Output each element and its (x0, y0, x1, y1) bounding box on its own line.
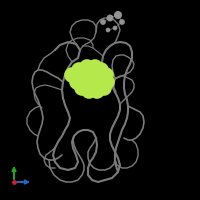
Point (101, 80, 105, 84)
Point (85, 65, 89, 69)
Point (99, 68, 103, 72)
Point (78, 76, 82, 80)
Point (108, 16, 112, 20)
Point (12, 180, 16, 184)
Point (93, 65, 97, 69)
Point (105, 80, 109, 84)
Point (77, 68, 81, 72)
Point (97, 74, 101, 78)
Point (91, 72, 95, 76)
Point (93, 87, 97, 91)
Point (95, 89, 99, 93)
Point (70, 73, 74, 77)
Point (116, 13, 120, 17)
Point (104, 73, 108, 77)
Point (80, 86, 84, 90)
Point (113, 26, 117, 30)
Point (101, 20, 105, 24)
Point (106, 28, 110, 32)
Point (120, 20, 124, 24)
Point (94, 81, 98, 85)
Point (102, 86, 106, 90)
Point (81, 83, 85, 87)
Point (88, 81, 92, 85)
Point (86, 87, 90, 91)
Point (99, 85, 103, 89)
Point (87, 89, 91, 93)
Point (84, 73, 88, 77)
Point (75, 80, 79, 84)
